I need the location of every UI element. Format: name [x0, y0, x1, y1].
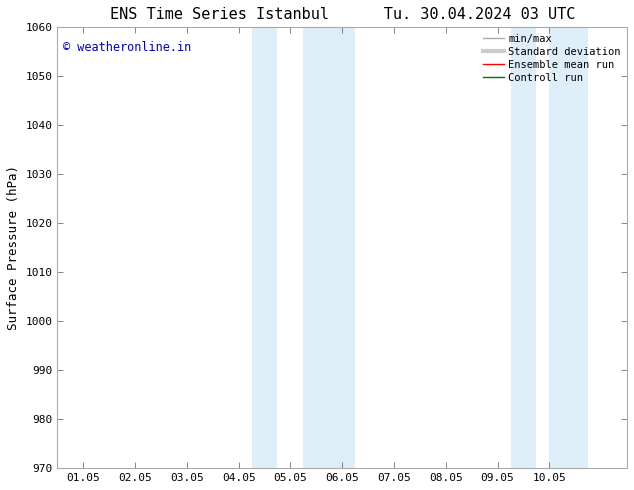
Legend: min/max, Standard deviation, Ensemble mean run, Controll run: min/max, Standard deviation, Ensemble me…	[479, 29, 625, 87]
Bar	[510, 27, 536, 468]
Y-axis label: Surface Pressure (hPa): Surface Pressure (hPa)	[7, 165, 20, 330]
Bar	[550, 27, 588, 468]
Bar	[252, 27, 278, 468]
Text: © weatheronline.in: © weatheronline.in	[63, 41, 191, 53]
Title: ENS Time Series Istanbul      Tu. 30.04.2024 03 UTC: ENS Time Series Istanbul Tu. 30.04.2024 …	[110, 7, 575, 22]
Bar	[303, 27, 355, 468]
